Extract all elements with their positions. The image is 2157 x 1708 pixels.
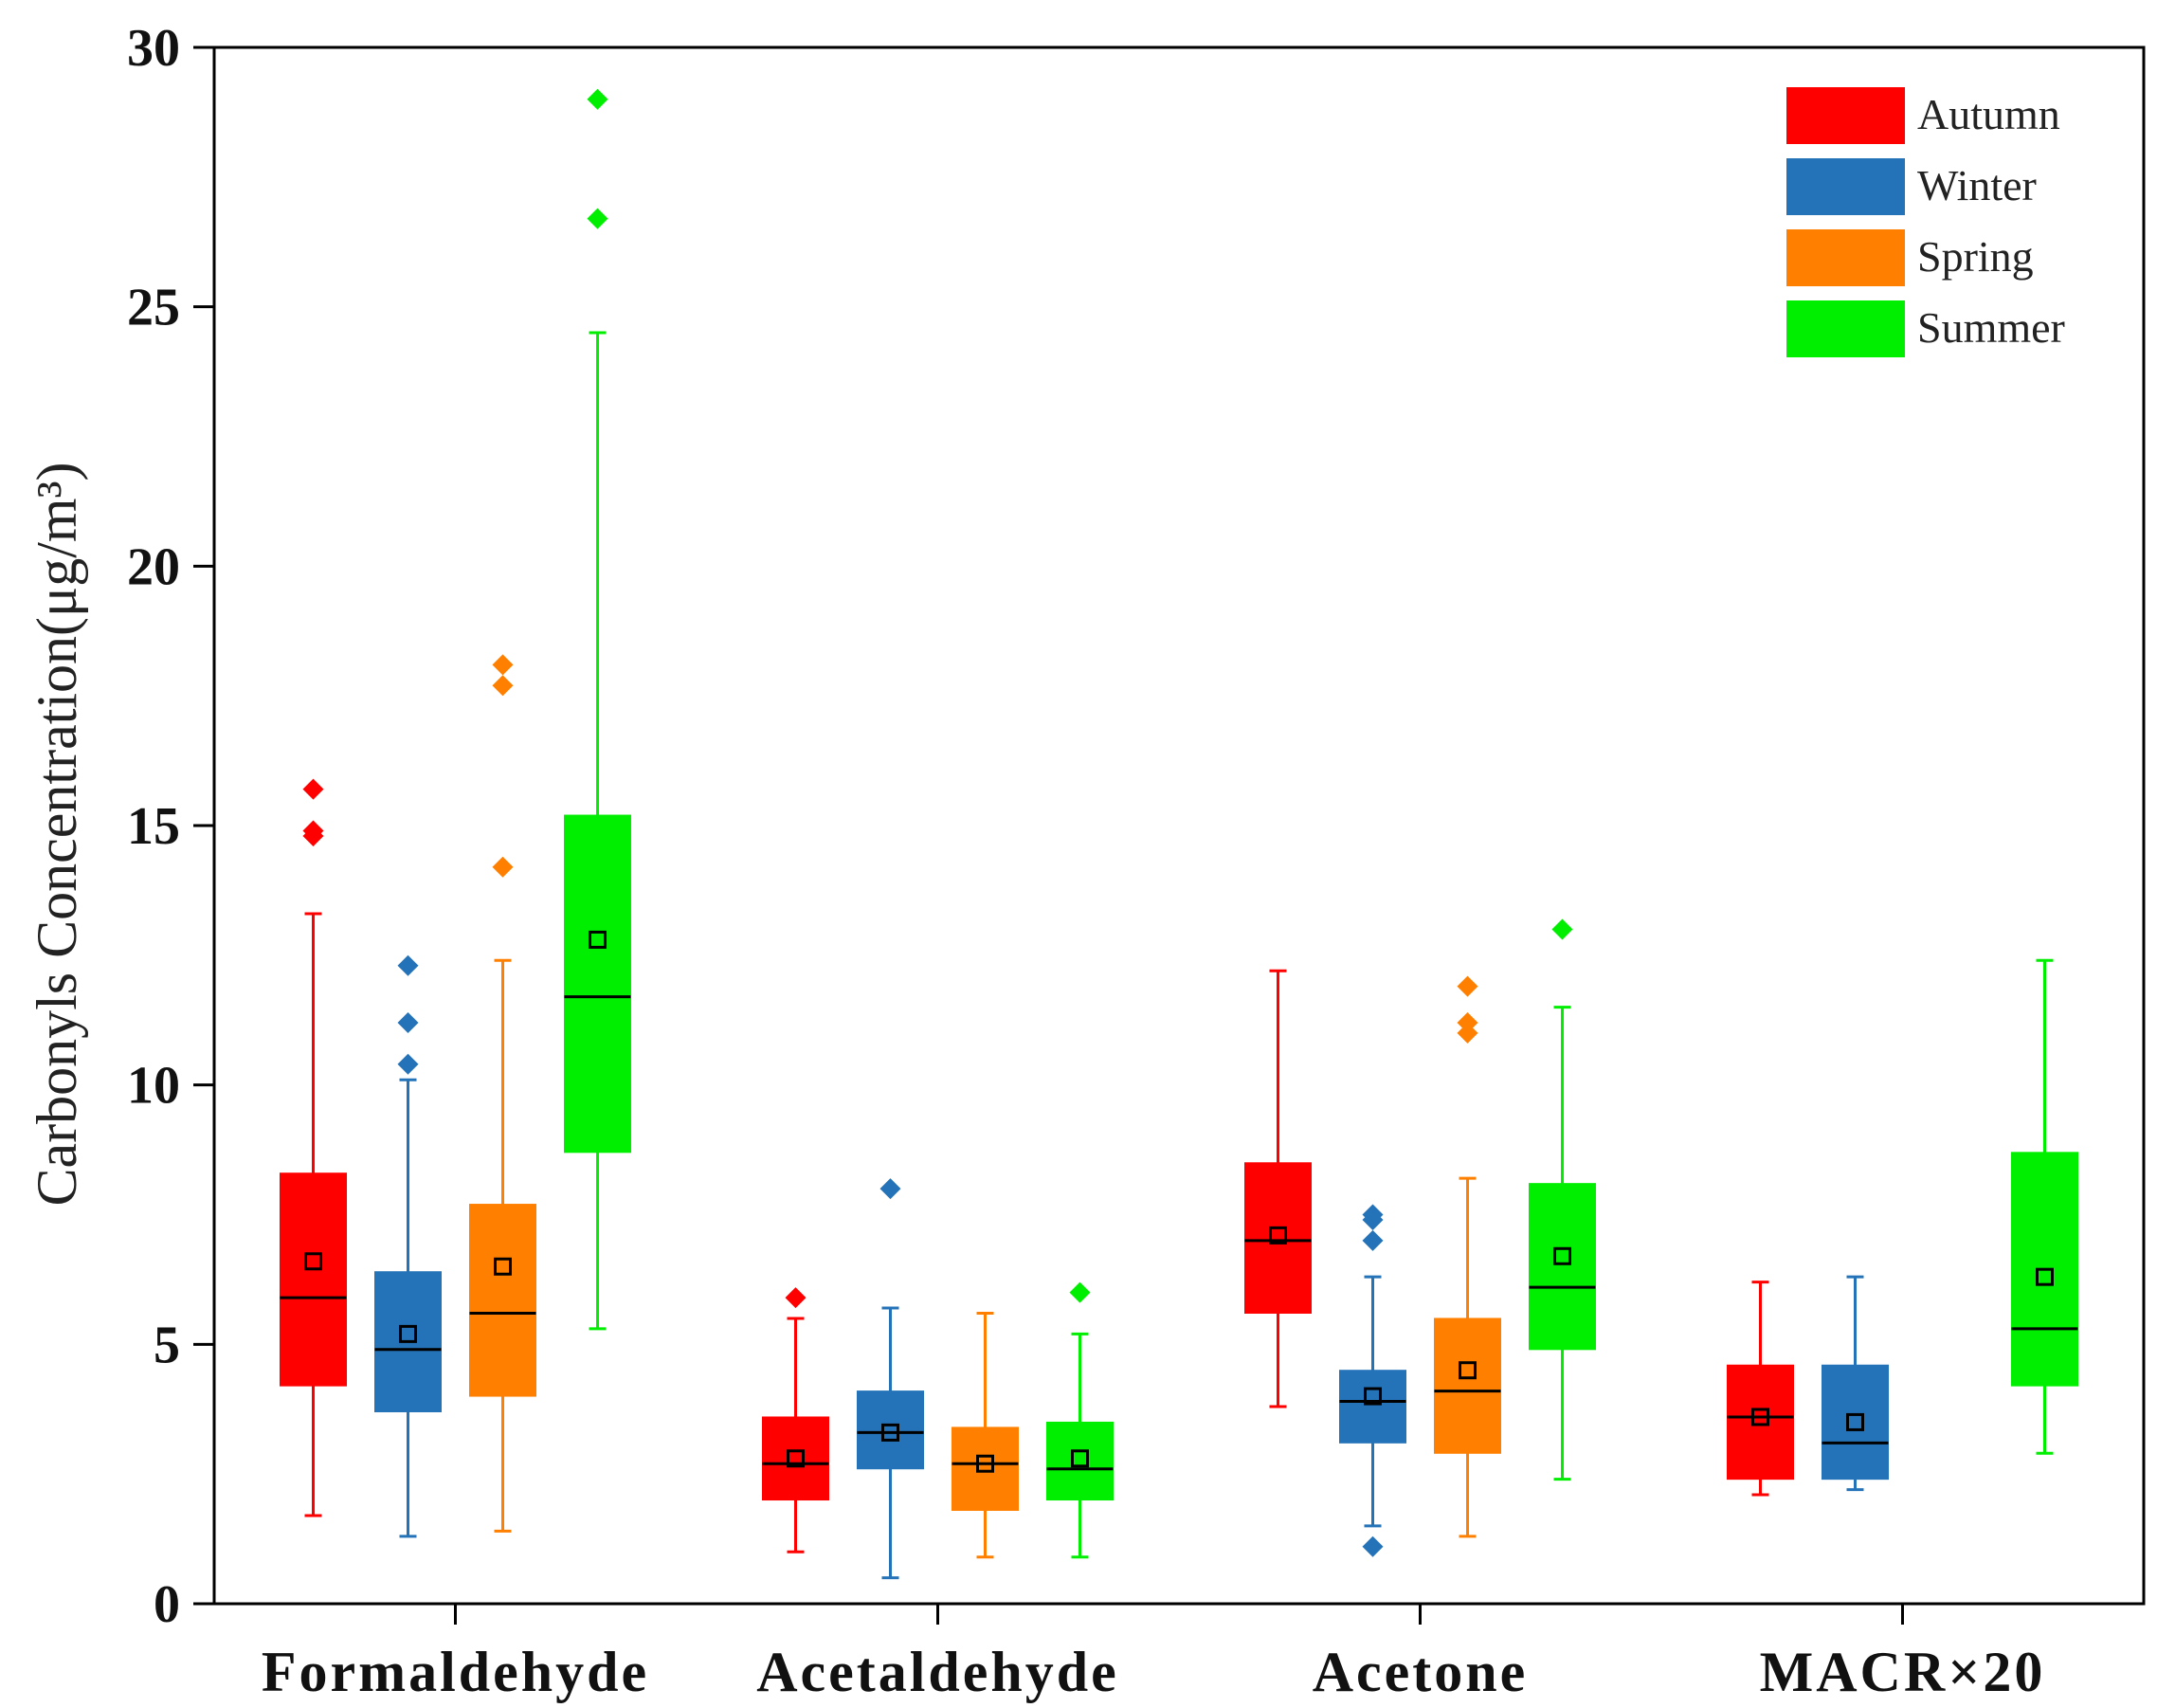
winter-acetone-outlier-2 (1362, 1229, 1384, 1251)
spring-formaldehyde-outlier-3 (492, 654, 514, 676)
autumn-acetone-mean-marker (1269, 1226, 1287, 1245)
spring-acetaldehyde-box-group (952, 1311, 1019, 1559)
y-tick-label-25: 25 (127, 279, 180, 337)
summer-formaldehyde-iqr-box (564, 814, 631, 1154)
autumn-formaldehyde-mean-marker (304, 1252, 322, 1271)
summer-formaldehyde-outlier-1 (587, 208, 608, 229)
y-tick-label-0: 0 (154, 1575, 180, 1634)
x-tick-label-formaldehyde: Formaldehyde (262, 1641, 649, 1703)
summer-acetone-box-group (1529, 918, 1596, 1481)
x-tick-label-acetaldehyde: Acetaldehyde (756, 1641, 1119, 1703)
autumn-macr-20-iqr-box (1727, 1364, 1794, 1481)
autumn-acetone-iqr-box (1244, 1162, 1312, 1314)
summer-formaldehyde-mean-marker (589, 930, 607, 949)
summer-acetone-outlier-1 (1551, 918, 1573, 940)
y-tick-label-20: 20 (127, 537, 180, 596)
spring-formaldehyde-mean-marker (494, 1257, 512, 1276)
summer-macr-20-mean-marker (2036, 1267, 2054, 1286)
winter-macr-20-box-group (1822, 1275, 1889, 1492)
winter-formaldehyde-outlier-3 (397, 954, 419, 976)
spring-acetone-iqr-box (1434, 1317, 1501, 1454)
summer-acetone-mean-marker (1553, 1246, 1571, 1265)
summer-formaldehyde-outlier-2 (587, 88, 608, 110)
x-tick-label-macr-20: MACR×20 (1760, 1641, 2046, 1703)
winter-formaldehyde-box-group (374, 954, 442, 1538)
y-tick-label-15: 15 (127, 797, 180, 856)
winter-macr-20-iqr-box (1822, 1364, 1889, 1481)
spring-formaldehyde-iqr-box (469, 1204, 536, 1397)
summer-acetone-iqr-box (1529, 1183, 1596, 1351)
winter-formaldehyde-mean-marker (399, 1324, 417, 1343)
summer-acetaldehyde-iqr-box (1046, 1421, 1114, 1501)
y-tick-label-10: 10 (127, 1057, 180, 1116)
autumn-acetaldehyde-iqr-box (762, 1416, 829, 1501)
summer-macr-20-box-group (2011, 958, 2078, 1455)
winter-formaldehyde-outlier-1 (397, 1053, 419, 1075)
summer-formaldehyde-box-group (564, 88, 631, 1331)
winter-formaldehyde-outlier-2 (397, 1011, 419, 1033)
legend-label-autumn: Autumn (1917, 90, 2060, 138)
spring-acetaldehyde-iqr-box (952, 1426, 1019, 1511)
winter-acetone-mean-marker (1364, 1387, 1382, 1406)
spring-acetaldehyde-mean-marker (976, 1454, 994, 1473)
summer-acetaldehyde-outlier-1 (1069, 1281, 1091, 1303)
autumn-acetaldehyde-outlier-1 (785, 1287, 807, 1309)
autumn-macr-20-mean-marker (1751, 1408, 1769, 1426)
winter-acetaldehyde-box-group (857, 1178, 924, 1580)
x-tick-label-acetone: Acetone (1313, 1641, 1529, 1703)
legend-label-winter: Winter (1917, 161, 2037, 209)
plot-area (280, 88, 2078, 1580)
autumn-formaldehyde-box-group (280, 778, 347, 1517)
legend-swatch-summer (1786, 300, 1905, 357)
legend: Autumn Winter Spring Summer (1786, 87, 2065, 357)
winter-acetone-box-group (1339, 1204, 1406, 1557)
autumn-formaldehyde-iqr-box (280, 1172, 347, 1387)
winter-acetone-iqr-box (1339, 1370, 1406, 1444)
summer-acetaldehyde-box-group (1046, 1281, 1114, 1559)
spring-formaldehyde-outlier-1 (492, 856, 514, 878)
spring-formaldehyde-box-group (469, 654, 536, 1533)
y-tick-label-5: 5 (154, 1316, 180, 1374)
legend-swatch-spring (1786, 229, 1905, 286)
axes: 0 5 10 15 20 25 30 Formaldehyde Acetaldehyde Acet… (127, 19, 2146, 1703)
autumn-acetaldehyde-mean-marker (787, 1449, 805, 1468)
winter-acetaldehyde-outlier-1 (879, 1178, 901, 1200)
legend-label-spring: Spring (1917, 232, 2034, 281)
spring-acetone-mean-marker (1459, 1361, 1477, 1380)
winter-acetone-outlier-1 (1362, 1535, 1384, 1557)
spring-acetone-box-group (1434, 975, 1501, 1538)
autumn-acetaldehyde-box-group (762, 1287, 829, 1554)
autumn-macr-20-box-group (1727, 1281, 1794, 1497)
winter-acetaldehyde-mean-marker (881, 1423, 899, 1442)
y-tick-label-30: 30 (127, 19, 180, 78)
spring-acetone-outlier-3 (1457, 975, 1478, 997)
autumn-formaldehyde-outlier-2 (302, 820, 324, 842)
legend-swatch-winter (1786, 158, 1905, 215)
summer-acetaldehyde-mean-marker (1071, 1449, 1089, 1468)
legend-swatch-autumn (1786, 87, 1905, 144)
winter-macr-20-mean-marker (1846, 1412, 1864, 1431)
y-axis-title: Carbonyls Concentration(μg/m³) (26, 462, 88, 1206)
winter-acetaldehyde-iqr-box (857, 1390, 924, 1470)
legend-label-summer: Summer (1917, 303, 2065, 352)
winter-acetone-outlier-4 (1362, 1204, 1384, 1226)
autumn-acetone-box-group (1244, 969, 1312, 1408)
spring-acetone-outlier-2 (1457, 1011, 1478, 1033)
spring-formaldehyde-outlier-2 (492, 675, 514, 697)
autumn-formaldehyde-outlier-3 (302, 778, 324, 800)
